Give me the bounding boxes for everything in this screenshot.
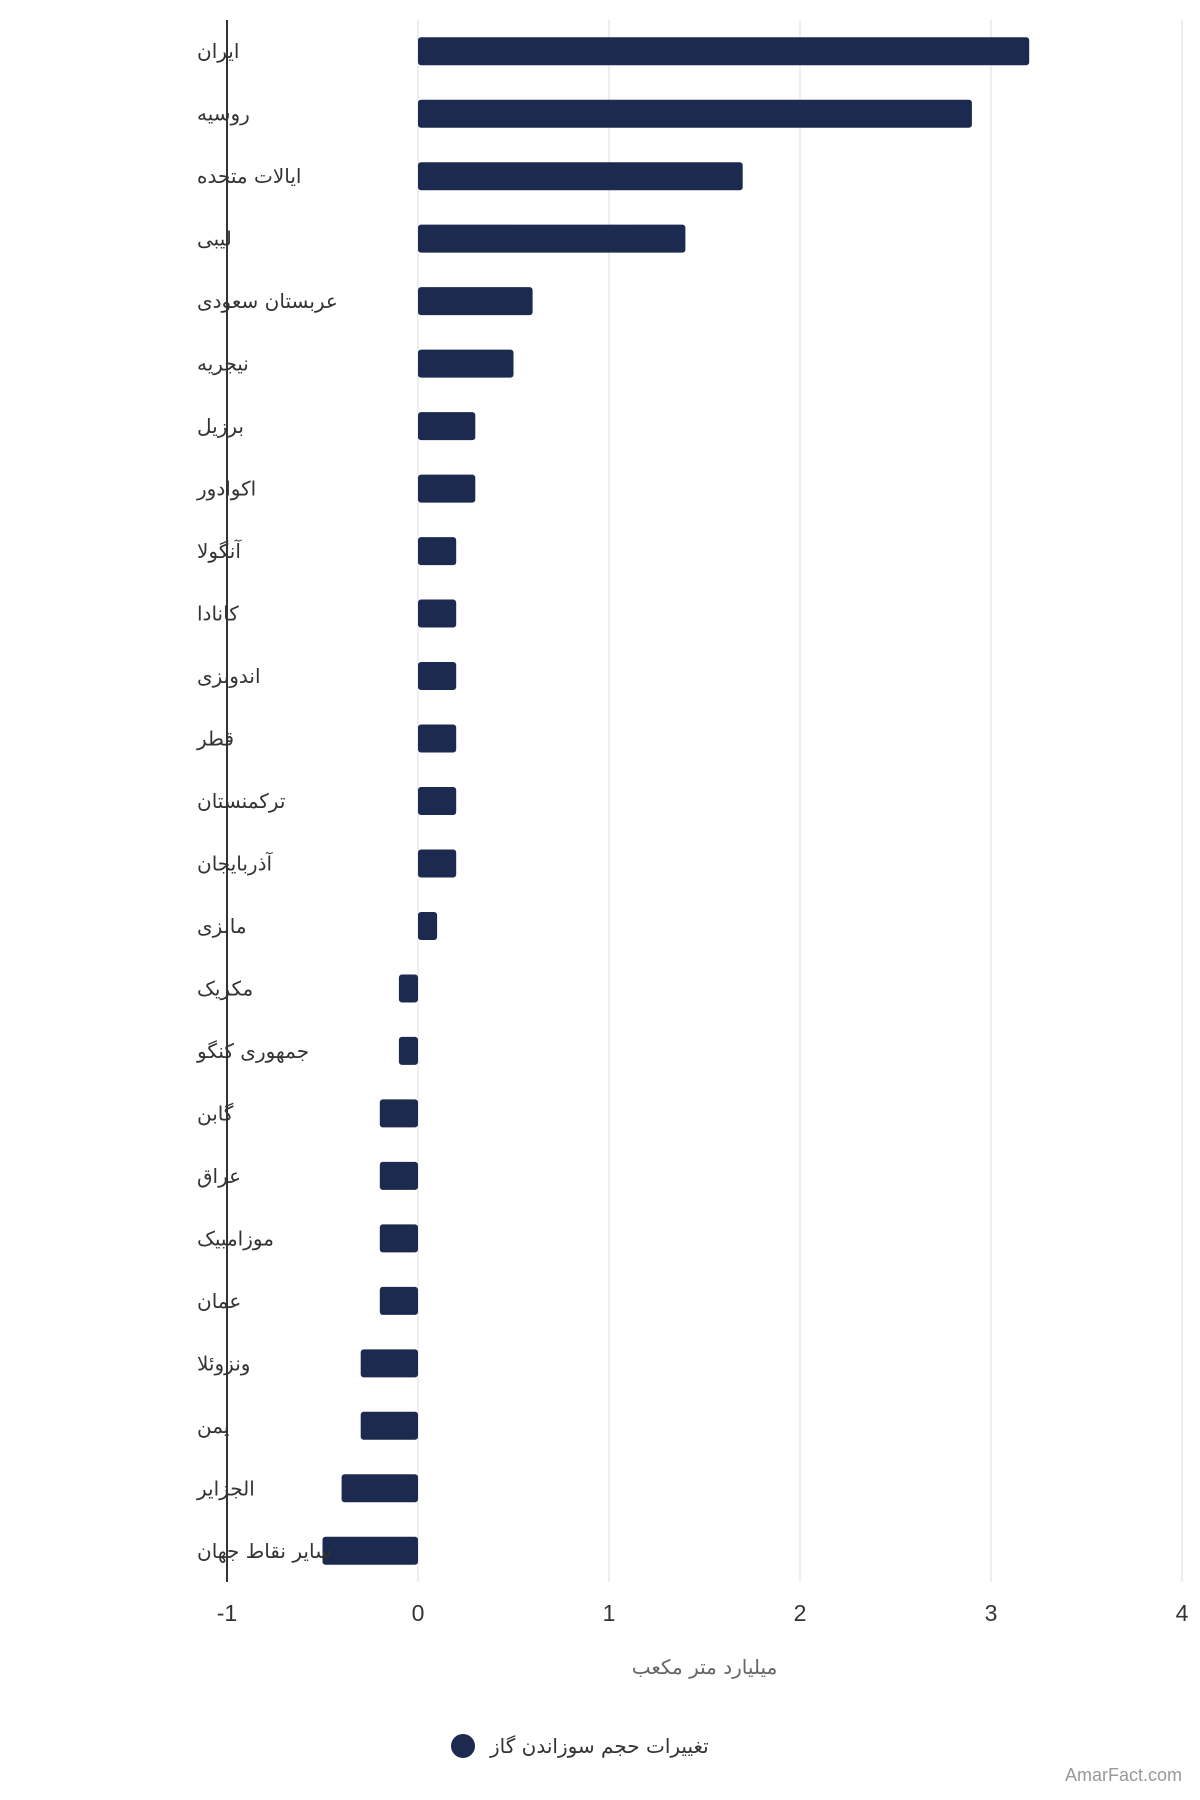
category-label: سایر نقاط جهان: [197, 1539, 332, 1563]
category-label: یمن: [197, 1414, 229, 1438]
category-label: روسیه: [197, 102, 250, 126]
bar: [360, 1411, 418, 1440]
category-label: گابن: [197, 1101, 234, 1125]
category-label: الجزایر: [196, 1476, 255, 1500]
x-tick-labels: -1 0 1 2 3 4: [217, 1600, 1189, 1626]
bar: [418, 99, 972, 128]
bar: [418, 349, 514, 378]
bar: [418, 162, 743, 191]
bar: [418, 599, 457, 628]
category-label: عمان: [197, 1289, 241, 1313]
category-label: عراق: [197, 1164, 241, 1188]
bar: [398, 974, 418, 1003]
bar: [418, 412, 476, 441]
category-label: آنگولا: [197, 538, 242, 563]
category-label: ایران: [197, 39, 239, 63]
bar: [379, 1286, 418, 1315]
bar: [418, 37, 1030, 66]
bar: [360, 1349, 418, 1378]
x-tick-label: 3: [985, 1600, 998, 1626]
bars: [322, 37, 1030, 1565]
x-tick-label: 4: [1176, 1600, 1189, 1626]
bar: [418, 287, 533, 316]
bar: [418, 849, 457, 878]
category-label: نیجریه: [197, 352, 249, 376]
category-label: مکزیک: [197, 976, 253, 1000]
bar: [418, 224, 686, 253]
category-label: کانادا: [197, 602, 239, 626]
x-tick-label: -1: [217, 1600, 237, 1626]
category-label: مالزی: [197, 914, 247, 938]
bar: [379, 1224, 418, 1253]
credit-text: AmarFact.com: [1064, 1765, 1182, 1785]
x-axis-title: میلیارد متر مکعب: [632, 1655, 778, 1679]
legend-label: تغییرات حجم سوزاندن گاز: [489, 1734, 709, 1758]
category-label: ونزوئلا: [197, 1351, 250, 1375]
category-label: موزامبیک: [197, 1226, 274, 1250]
category-label: آذربایجان: [197, 850, 273, 875]
category-label: برزیل: [197, 414, 244, 438]
x-tick-label: 2: [794, 1600, 807, 1626]
category-label: ایالات متحده: [197, 164, 301, 188]
category-label: ترکمنستان: [197, 789, 285, 813]
bar: [418, 911, 438, 940]
bar: [398, 1036, 418, 1065]
category-label: قطر: [196, 727, 234, 751]
category-label: اندونزی: [197, 664, 261, 688]
category-label: جمهوری کنگو: [196, 1039, 309, 1063]
legend-marker: [451, 1734, 475, 1758]
grid-lines: [417, 20, 1183, 1582]
category-label: عربستان سعودی: [197, 289, 338, 313]
bar: [418, 537, 457, 566]
bar: [418, 662, 457, 691]
x-tick-label: 1: [603, 1600, 616, 1626]
bar: [418, 787, 457, 815]
bar: [322, 1536, 418, 1565]
bar: [379, 1161, 418, 1190]
x-tick-label: 0: [412, 1600, 425, 1626]
legend: تغییرات حجم سوزاندن گاز: [451, 1734, 709, 1758]
bar: [379, 1099, 418, 1128]
bar: [341, 1474, 418, 1503]
bar: [418, 724, 457, 753]
bar: [418, 474, 476, 503]
